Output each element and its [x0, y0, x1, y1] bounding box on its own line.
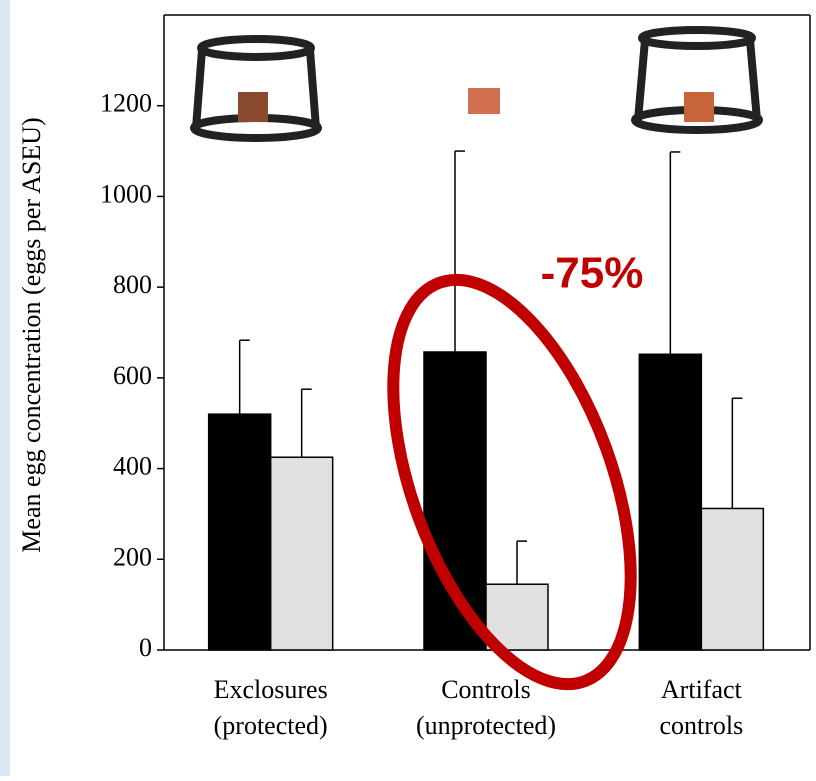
- x-tick-label: controls: [659, 711, 743, 740]
- bar: [701, 508, 763, 650]
- frame-icon: [635, 30, 759, 130]
- bar: [271, 457, 333, 650]
- x-tick-label: Exclosures: [214, 675, 328, 704]
- cage-icon: [194, 39, 318, 138]
- chart: Mean egg concentration (eggs per ASEU) 0…: [0, 0, 816, 776]
- y-tick-label: 400: [113, 452, 152, 481]
- side-strip: [0, 0, 10, 776]
- y-tick-label: 200: [113, 542, 152, 571]
- y-tick-label: 800: [113, 270, 152, 299]
- x-tick-label: Controls: [441, 675, 531, 704]
- bar: [424, 352, 486, 650]
- annotation: -75%: [541, 249, 644, 298]
- bar: [639, 354, 701, 650]
- y-axis-label: Mean egg concentration (eggs per ASEU): [17, 117, 46, 552]
- y-tick-label: 0: [139, 633, 152, 662]
- x-tick-label: (unprotected): [416, 711, 556, 740]
- pot-icon: [468, 88, 500, 114]
- y-tick-label: 1000: [100, 179, 152, 208]
- x-tick-label: (protected): [214, 711, 328, 740]
- y-tick-label: 1200: [100, 89, 152, 118]
- y-tick-label: 600: [113, 361, 152, 390]
- x-tick-label: Artifact: [661, 675, 743, 704]
- bar: [209, 414, 271, 650]
